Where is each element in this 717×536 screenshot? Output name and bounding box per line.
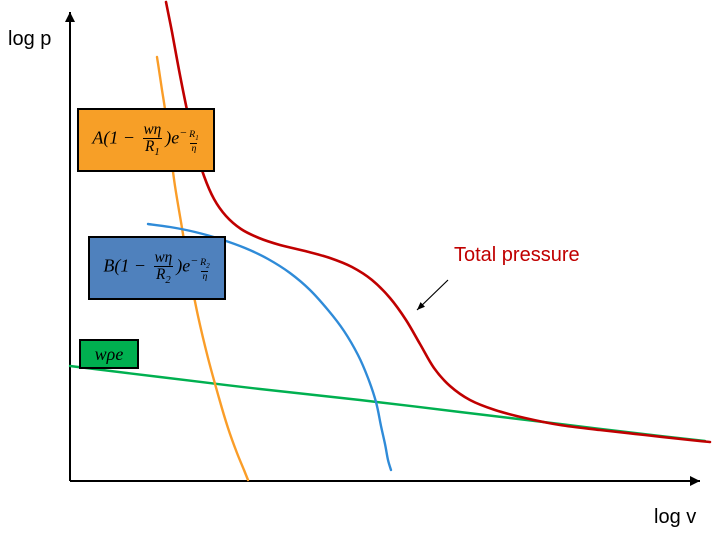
figure-stage: log p log v Total pressure A(1 − wηR1)e−… [0, 0, 717, 536]
red-curve [166, 2, 710, 442]
x-axis-label: log v [654, 506, 696, 529]
equation-box-w: wρe [80, 340, 138, 368]
y-axis-label: log p [8, 28, 51, 51]
green-curve [70, 366, 705, 441]
equation-box-b: B(1 − wηR2)e−R2η [89, 237, 225, 299]
total-pressure-label: Total pressure [454, 244, 580, 267]
equation-box-a: A(1 − wηR1)e−R1η [78, 109, 214, 171]
